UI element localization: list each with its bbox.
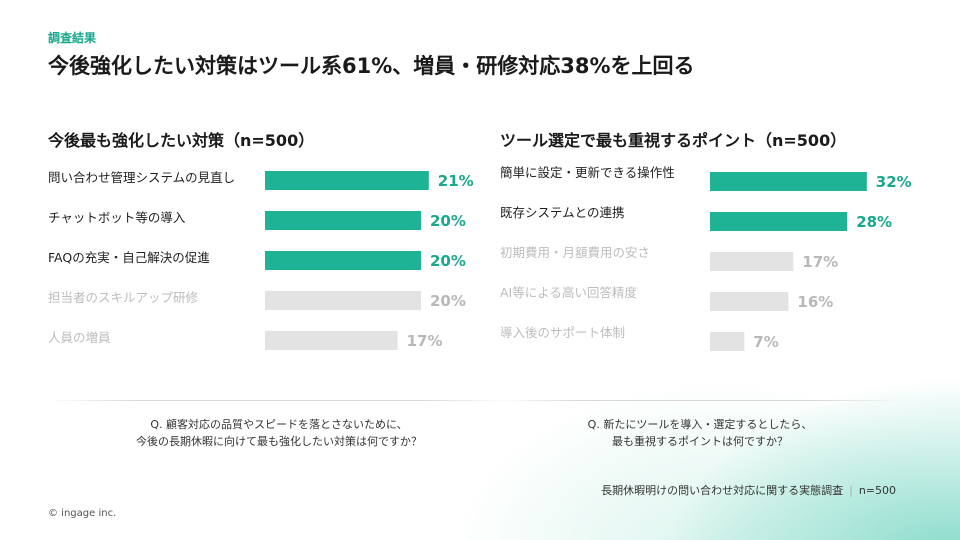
source-separator: |	[849, 484, 853, 497]
left-question-line2: 今後の長期休暇に向けて最も強化したい対策は何ですか？	[136, 435, 422, 448]
right-value-label: 17%	[802, 253, 838, 271]
right-bar	[710, 332, 745, 351]
right-category-label: 初期費用・月額費用の安さ	[500, 245, 650, 260]
left-category-label: チャットボット等の導入	[48, 210, 186, 225]
divider-right	[500, 400, 900, 401]
right-category-label: 既存システムとの連携	[500, 205, 625, 220]
right-bar	[710, 252, 794, 271]
left-bar	[265, 211, 421, 230]
left-bar	[265, 171, 429, 190]
left-question: Q. 顧客対応の品質やスピードを落とさないために、 今後の長期休暇に向けて最も強…	[48, 416, 510, 450]
right-bar	[710, 212, 848, 231]
copyright: © ingage inc.	[48, 508, 117, 519]
right-category-label: 導入後のサポート体制	[500, 325, 625, 340]
left-category-label: FAQの充実・自己解決の促進	[48, 250, 210, 265]
left-value-label: 21%	[438, 172, 474, 190]
page-headline: 今後強化したい対策はツール系61%、増員・研修対応38%を上回る	[48, 54, 695, 78]
section-label: 調査結果	[48, 31, 97, 45]
right-bar	[710, 172, 867, 191]
right-bar	[710, 292, 789, 311]
left-category-label: 問い合わせ管理システムの見直し	[48, 170, 235, 185]
left-value-label: 20%	[430, 212, 466, 230]
survey-source-name: 長期休暇明けの問い合わせ対応に関する実態調査	[601, 484, 844, 497]
right-category-label: AI等による高い回答精度	[500, 285, 637, 300]
right-category-label: 簡単に設定・更新できる操作性	[500, 165, 675, 180]
left-bar-chart: 問い合わせ管理システムの見直し 21% チャットボット等の導入 20% FAQの充実・自…	[48, 170, 474, 350]
left-bar	[265, 331, 398, 350]
left-question-line1: Q. 顧客対応の品質やスピードを落とさないために、	[150, 418, 408, 431]
left-value-label: 20%	[430, 252, 466, 270]
right-question-line1: Q. 新たにツールを導入・選定するとしたら、	[587, 418, 813, 431]
left-value-label: 17%	[407, 332, 443, 350]
left-value-label: 20%	[430, 292, 466, 310]
left-category-label: 人員の増員	[48, 330, 111, 345]
divider-left	[48, 400, 510, 401]
right-question: Q. 新たにツールを導入・選定するとしたら、 最も重視するポイントは何ですか？	[500, 416, 900, 450]
left-chart-title: 今後最も強化したい対策（n=500）	[48, 131, 315, 150]
right-value-label: 32%	[876, 173, 912, 191]
right-value-label: 28%	[856, 213, 892, 231]
right-value-label: 16%	[797, 293, 833, 311]
right-value-label: 7%	[753, 333, 778, 351]
sample-size: n=500	[858, 484, 896, 497]
left-category-label: 担当者のスキルアップ研修	[48, 290, 199, 305]
right-question-line2: 最も重視するポイントは何ですか？	[612, 435, 788, 448]
right-chart-title: ツール選定で最も重視するポイント（n=500）	[500, 131, 847, 150]
right-bar-chart: 簡単に設定・更新できる操作性 32% 既存システムとの連携 28% 初期費用・月額費用の…	[500, 165, 912, 351]
survey-source: 長期休暇明けの問い合わせ対応に関する実態調査 | n=500	[601, 482, 896, 498]
left-bar	[265, 251, 421, 270]
left-bar	[265, 291, 421, 310]
